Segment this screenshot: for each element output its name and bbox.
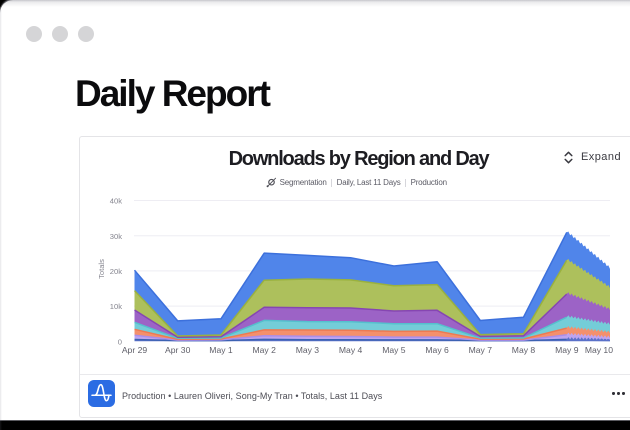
svg-text:May 7: May 7 xyxy=(469,345,493,355)
svg-text:20k: 20k xyxy=(110,267,122,276)
svg-text:May 2: May 2 xyxy=(252,345,276,355)
svg-text:May 4: May 4 xyxy=(339,345,363,355)
svg-text:10k: 10k xyxy=(110,302,122,311)
svg-text:40k: 40k xyxy=(110,197,122,206)
svg-text:Apr 29: Apr 29 xyxy=(122,345,148,355)
svg-text:30k: 30k xyxy=(110,232,122,241)
svg-text:May 3: May 3 xyxy=(296,345,320,355)
svg-text:May 8: May 8 xyxy=(512,345,536,355)
svg-text:Apr 30: Apr 30 xyxy=(165,345,191,355)
svg-text:Totals: Totals xyxy=(97,259,106,279)
svg-text:May 6: May 6 xyxy=(425,345,449,355)
svg-text:May 10: May 10 xyxy=(585,345,613,355)
svg-text:May 5: May 5 xyxy=(382,345,406,355)
svg-text:0: 0 xyxy=(118,337,122,346)
svg-text:May 1: May 1 xyxy=(209,345,233,355)
svg-text:May 9: May 9 xyxy=(555,345,579,355)
